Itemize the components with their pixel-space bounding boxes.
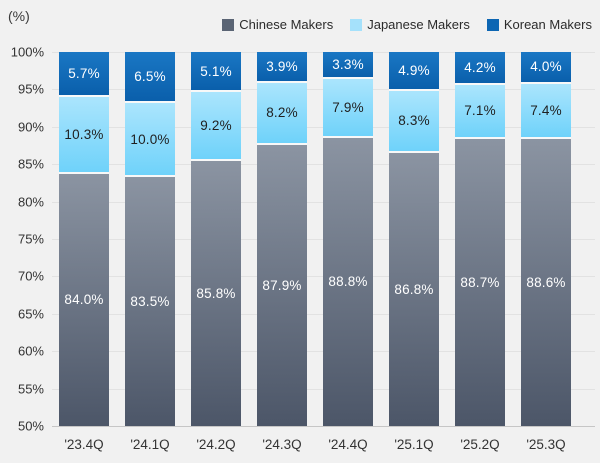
bar-segment-japanese-makers: 7.4% (521, 81, 571, 138)
data-label: 4.2% (464, 60, 496, 76)
bar-segment-chinese-makers: 88.6% (521, 137, 571, 426)
data-label: 85.8% (196, 285, 236, 301)
data-label: 88.8% (328, 274, 368, 290)
bar-segment-korean-makers: 4.9% (389, 52, 439, 89)
bars-area: 5.7% 10.3% 84.0% 6.5% 10.0% 83.5% 5.1% 9.2% 85.8… (52, 52, 595, 426)
bar-segment-japanese-makers: 7.9% (323, 76, 373, 136)
plot-area: 100% 95% 90% 85% 80% 75% 70% 65% 60% 55% 50% 5.7% 1… (11, 45, 595, 452)
data-label: 5.1% (200, 63, 232, 79)
bar-segment-korean-makers: 6.5% (125, 52, 175, 101)
stacked-bar-251Q: 4.9% 8.3% 86.8% (389, 52, 439, 426)
bar-segment-japanese-makers: 9.2% (191, 90, 241, 159)
data-label: 4.0% (530, 59, 562, 75)
x-tick-label: '24.3Q (262, 437, 302, 452)
data-label: 3.9% (266, 59, 298, 75)
legend-swatch-icon (350, 18, 363, 31)
stacked-bar-234Q: 5.7% 10.3% 84.0% (59, 52, 109, 426)
stacked-bar-243Q: 3.9% 8.2% 87.9% (257, 52, 307, 426)
data-label: 10.0% (130, 131, 170, 147)
data-label: 8.3% (398, 113, 430, 129)
x-axis: '23.4Q '24.1Q '24.2Q '24.3Q '24.4Q '25.1Q '25.… (52, 426, 595, 452)
data-label: 5.7% (68, 65, 100, 81)
data-label: 9.2% (200, 118, 232, 134)
data-label: 3.3% (332, 56, 364, 72)
legend-item: Korean Makers (486, 17, 592, 32)
y-tick-label: 70% (17, 268, 44, 284)
data-label: 8.2% (266, 105, 298, 121)
bar-segment-chinese-makers: 88.8% (323, 135, 373, 426)
bar-segment-japanese-makers: 10.3% (59, 94, 109, 172)
bar-segment-korean-makers: 4.2% (455, 52, 505, 84)
y-tick-label: 55% (17, 381, 44, 397)
stacked-bar-252Q: 4.2% 7.1% 88.7% (455, 52, 505, 426)
y-tick-label: 60% (17, 343, 44, 359)
x-tick-label: '24.4Q (328, 437, 368, 452)
y-tick-label: 95% (17, 81, 44, 97)
legend-label: Korean Makers (503, 17, 592, 32)
legend-swatch-icon (222, 18, 235, 31)
data-label: 87.9% (262, 277, 302, 293)
data-label: 7.9% (332, 99, 364, 115)
data-label: 88.6% (526, 275, 566, 291)
legend-swatch-icon (486, 18, 499, 31)
data-label: 7.4% (530, 103, 562, 119)
x-tick-label: '25.1Q (394, 437, 434, 452)
legend: Chinese Makers Japanese Makers Korean Make… (222, 17, 592, 32)
legend-label: Japanese Makers (367, 17, 470, 32)
bar-segment-chinese-makers: 88.7% (455, 136, 505, 426)
data-label: 88.7% (460, 274, 500, 290)
bar-segment-chinese-makers: 84.0% (59, 171, 109, 426)
stacked-bar-253Q: 4.0% 7.4% 88.6% (521, 52, 571, 426)
legend-label: Chinese Makers (239, 17, 334, 32)
data-label: 10.3% (64, 126, 104, 142)
y-tick-label: 100% (10, 44, 44, 60)
x-tick-label: '24.1Q (130, 437, 170, 452)
bar-segment-japanese-makers: 8.2% (257, 81, 307, 143)
bar-segment-chinese-makers: 83.5% (125, 175, 175, 426)
stacked-bar-244Q: 3.3% 7.9% 88.8% (323, 52, 373, 426)
y-tick-label: 65% (17, 306, 44, 322)
bar-segment-chinese-makers: 85.8% (191, 158, 241, 426)
bar-segment-korean-makers: 5.7% (59, 52, 109, 95)
stacked-bar-242Q: 5.1% 9.2% 85.8% (191, 52, 241, 426)
data-label: 84.0% (64, 292, 104, 308)
bar-segment-korean-makers: 5.1% (191, 52, 241, 91)
data-label: 7.1% (464, 103, 496, 119)
x-tick-label: '25.2Q (460, 437, 500, 452)
y-tick-label: 80% (17, 194, 44, 210)
x-tick-label: '24.2Q (196, 437, 236, 452)
x-tick-label: '25.3Q (526, 437, 566, 452)
bar-segment-chinese-makers: 86.8% (389, 150, 439, 426)
data-label: 6.5% (134, 68, 166, 84)
data-label: 83.5% (130, 294, 170, 310)
y-axis: 100% 95% 90% 85% 80% 75% 70% 65% 60% 55% 50% (0, 45, 44, 434)
bar-segment-chinese-makers: 87.9% (257, 142, 307, 426)
bar-segment-japanese-makers: 7.1% (455, 83, 505, 137)
legend-item: Chinese Makers (222, 17, 333, 32)
x-tick-label: '23.4Q (64, 437, 104, 452)
data-label: 4.9% (398, 62, 430, 78)
bar-segment-japanese-makers: 8.3% (389, 88, 439, 151)
legend-item: Japanese Makers (350, 17, 470, 32)
bar-segment-japanese-makers: 10.0% (125, 100, 175, 176)
bar-segment-korean-makers: 3.9% (257, 52, 307, 82)
bar-segment-korean-makers: 3.3% (323, 52, 373, 77)
y-tick-label: 90% (17, 119, 44, 135)
y-tick-label: 50% (17, 418, 44, 434)
y-tick-label: 75% (17, 231, 44, 247)
data-label: 86.8% (394, 281, 434, 297)
bar-segment-korean-makers: 4.0% (521, 52, 571, 82)
y-axis-unit-label: (%) (8, 8, 30, 24)
y-tick-label: 85% (17, 156, 44, 172)
stacked-bar-241Q: 6.5% 10.0% 83.5% (125, 52, 175, 426)
